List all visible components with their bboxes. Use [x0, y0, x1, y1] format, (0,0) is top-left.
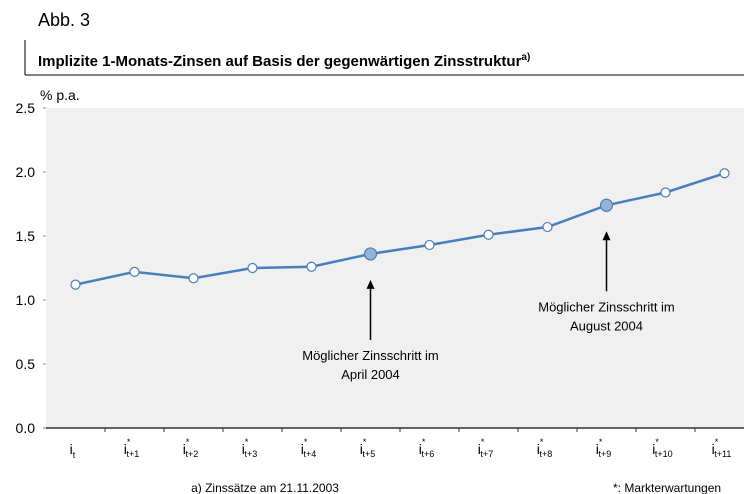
tick-sup: *: [304, 437, 308, 447]
x-tick-label: i* t+7: [478, 437, 493, 459]
tick-sup: *: [481, 437, 485, 447]
line: [75, 172, 725, 286]
point: [188, 273, 199, 284]
annotation: August 2004: [570, 318, 643, 333]
y-tick-label: 1.0: [16, 292, 36, 308]
point: [599, 198, 614, 212]
annotation: Möglicher Zinsschritt im: [538, 299, 675, 314]
tick-sup: *: [655, 437, 659, 447]
footnote: *: Markterwartungen: [613, 481, 721, 494]
arrow-head: [366, 279, 375, 289]
point: [542, 221, 553, 233]
tick-base: i: [360, 441, 363, 457]
tick-sub: t+10: [655, 449, 673, 459]
tick-base: i: [537, 441, 540, 457]
y-tick-label: 1.5: [16, 228, 36, 244]
title-note: a): [521, 52, 530, 63]
x-tick-label: i* t+1: [124, 437, 139, 459]
point: [363, 247, 378, 261]
tick-sub: t+9: [598, 449, 611, 459]
tick-sub: t+7: [480, 449, 493, 459]
y-tick-label: 2.0: [16, 164, 36, 180]
x-tick-label: i* t+4: [301, 437, 316, 459]
annotation: Möglicher Zinsschritt im: [302, 348, 439, 363]
point: [70, 279, 81, 290]
y-tick-label: 0.5: [16, 356, 36, 372]
point: [719, 168, 730, 179]
x-tick-label: i* t+9: [596, 437, 611, 459]
arrow-head: [602, 231, 611, 241]
tick-sup: *: [599, 437, 603, 447]
tick-base: i: [596, 441, 599, 457]
tick-base: i: [712, 441, 715, 457]
x-tick-label: i* t+6: [419, 437, 434, 459]
tick-sub: t+1: [126, 449, 139, 459]
point: [483, 229, 494, 240]
tick-sub: t+2: [185, 449, 198, 459]
point: [129, 266, 140, 277]
tick-base: i: [70, 441, 73, 457]
point: [247, 262, 258, 274]
tick-base: i: [301, 441, 304, 457]
tick-sup: *: [715, 437, 719, 447]
tick-base: i: [124, 441, 127, 457]
x-tick-label: i* t+2: [183, 437, 198, 459]
x-tick-label: i* t+3: [242, 437, 257, 459]
point: [660, 187, 671, 198]
tick-sub: t: [73, 450, 76, 460]
plot-area: [46, 108, 744, 428]
y-tick-label: 0.0: [16, 420, 36, 436]
tick-base: i: [242, 441, 245, 457]
tick-base: i: [652, 441, 655, 457]
x-tick-label: it: [70, 441, 76, 460]
tick-sup: *: [540, 437, 544, 447]
y-unit: % p.a.: [40, 87, 80, 103]
tick-sub: t+5: [362, 449, 375, 459]
x-tick-label: i* t+5: [360, 437, 375, 459]
tick-sup: *: [127, 437, 131, 447]
tick-sub: t+11: [714, 449, 731, 459]
point: [424, 239, 435, 251]
y-tick-label: 2.5: [16, 100, 36, 116]
tick-sup: *: [422, 437, 426, 447]
figure-label: Abb. 3: [38, 10, 90, 30]
tick-sub: t+8: [539, 449, 552, 459]
x-tick-label: i* t+10: [652, 437, 672, 459]
x-tick-label: i* t+11: [712, 437, 732, 459]
point: [306, 261, 317, 272]
tick-base: i: [478, 441, 481, 457]
footnote: a) Zinssätze am 21.11.2003: [191, 481, 339, 494]
title-text: Implizite 1-Monats-Zinsen auf Basis der …: [38, 53, 522, 70]
tick-sub: t+6: [421, 449, 434, 459]
tick-sup: *: [186, 437, 190, 447]
tick-sub: t+4: [303, 449, 316, 459]
tick-base: i: [419, 441, 422, 457]
chart-title: Implizite 1-Monats-Zinsen auf Basis der …: [38, 52, 530, 70]
annotation: April 2004: [341, 367, 400, 382]
x-tick-label: i* t+8: [537, 437, 552, 459]
tick-sup: *: [363, 437, 367, 447]
tick-sup: *: [245, 437, 249, 447]
tick-base: i: [183, 441, 186, 457]
tick-sub: t+3: [244, 449, 257, 459]
